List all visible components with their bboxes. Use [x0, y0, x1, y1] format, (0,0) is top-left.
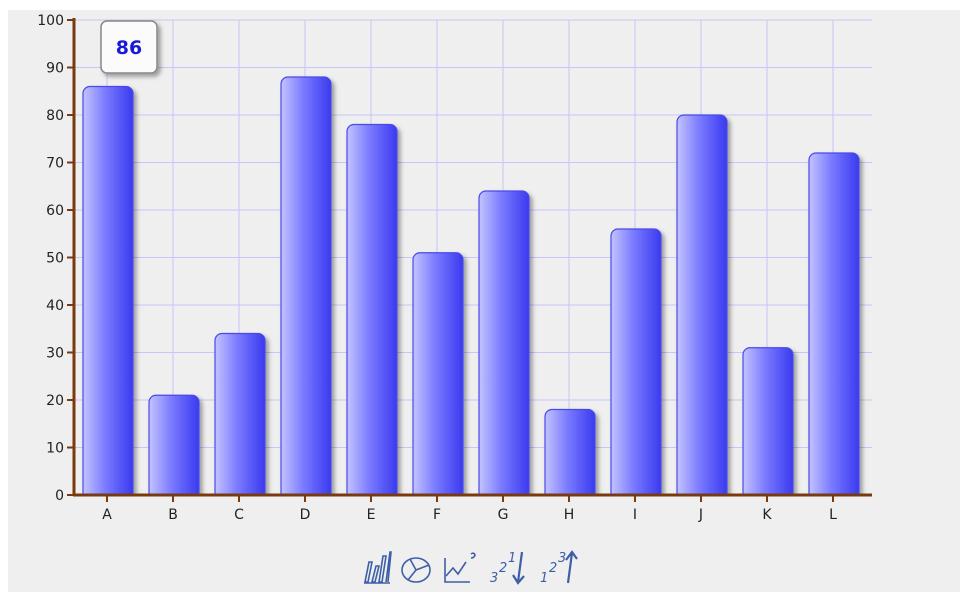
y-tick-label: 90: [46, 61, 64, 77]
x-tick-label: G: [498, 507, 509, 523]
x-tick-label: E: [367, 507, 376, 523]
x-tick-label: H: [564, 507, 575, 523]
x-tick-labels: A B C D E F G H I J K L: [102, 507, 837, 523]
bar-I[interactable]: [610, 228, 662, 503]
sort-descending-icon[interactable]: 3 2 1: [488, 548, 532, 588]
y-tick-label: 40: [46, 298, 64, 314]
axis-mask: [72, 496, 874, 510]
bar-chart-icon[interactable]: [362, 548, 392, 588]
bar-A[interactable]: [82, 85, 134, 503]
y-tick-label: 60: [46, 203, 64, 219]
svg-text:3: 3: [490, 571, 498, 586]
bar-F[interactable]: [412, 252, 464, 503]
tooltip-value: 86: [116, 37, 142, 59]
bar-J[interactable]: [676, 114, 728, 503]
x-tick-label: C: [234, 507, 244, 523]
chart-toolbar: 3 2 1 1 2 3: [362, 548, 592, 588]
x-tick-label: D: [300, 507, 311, 523]
svg-text:3: 3: [558, 551, 566, 566]
svg-text:1: 1: [508, 551, 516, 566]
sort-ascending-icon[interactable]: 1 2 3: [538, 548, 582, 588]
x-tick-label: B: [168, 507, 178, 523]
x-tick-label: J: [698, 507, 703, 523]
bar-C[interactable]: [214, 332, 266, 503]
x-tick-label: A: [102, 507, 112, 523]
y-tick-labels: 0 10 20 30 40 50 60 70 80 90 100: [37, 13, 64, 504]
pie-chart-icon[interactable]: [400, 548, 434, 588]
bars: [72, 76, 874, 510]
bar-K[interactable]: [742, 347, 794, 503]
x-tick-label: K: [762, 507, 772, 523]
bar-chart: 0 10 20 30 40 50 60 70 80 90 100 A B C D E F G H I J K L 86: [37, 13, 874, 523]
svg-text:2: 2: [549, 561, 557, 576]
x-tick-label: F: [433, 507, 441, 523]
svg-text:2: 2: [499, 561, 507, 576]
axes: [67, 18, 872, 502]
y-tick-label: 10: [46, 441, 64, 457]
y-tick-label: 100: [37, 13, 64, 29]
svg-text:1: 1: [540, 571, 548, 586]
value-tooltip: 86: [100, 20, 158, 74]
x-tick-label: L: [829, 507, 837, 523]
y-tick-label: 30: [46, 346, 64, 362]
tooltip-box: [100, 20, 158, 74]
y-tick-label: 20: [46, 393, 64, 409]
bar-G[interactable]: [478, 190, 530, 503]
y-tick-label: 0: [55, 488, 64, 504]
bar-D[interactable]: [280, 76, 332, 503]
bar-B[interactable]: [148, 394, 200, 503]
line-chart-icon[interactable]: [442, 548, 478, 588]
bar-L[interactable]: [808, 152, 860, 503]
x-tick-label: I: [633, 507, 637, 523]
bar-H[interactable]: [544, 408, 596, 503]
y-tick-label: 70: [46, 156, 64, 172]
bar-E[interactable]: [346, 123, 398, 503]
y-tick-label: 50: [46, 251, 64, 267]
y-tick-label: 80: [46, 108, 64, 124]
chart-panel: 0 10 20 30 40 50 60 70 80 90 100 A B C D E F G H I J K L 86: [8, 10, 960, 592]
